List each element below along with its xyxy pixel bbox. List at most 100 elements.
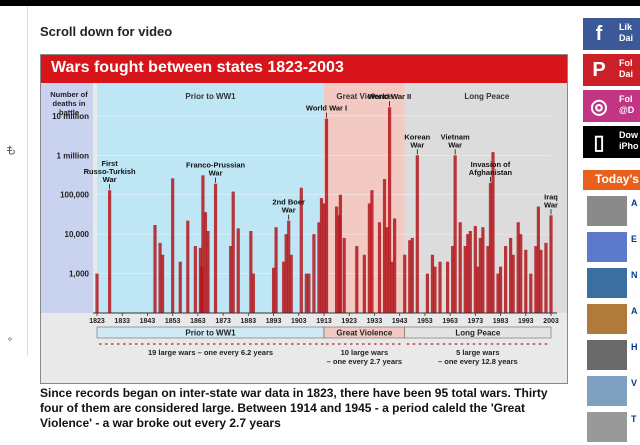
period-label: Prior to WW1 [185, 92, 236, 101]
story-headline-letter[interactable]: N [631, 270, 638, 280]
war-bar [496, 273, 500, 313]
war-bar [249, 231, 253, 313]
period-summary: – one every 12.8 years [438, 357, 518, 366]
war-bar [377, 222, 382, 313]
facebook-like-text: Lik Dai [619, 22, 634, 43]
x-tick-label: 1823 [89, 318, 105, 325]
x-tick-label: 1893 [266, 318, 282, 325]
article-figure[interactable]: Prior to WW1 Great Violence Long Peace Num… [40, 54, 568, 384]
war-bar [463, 245, 467, 313]
war-bar [403, 254, 407, 313]
x-tick-label: 1953 [417, 318, 433, 325]
x-tick-label: 1923 [341, 318, 357, 325]
story-headline-letter[interactable]: H [631, 342, 638, 352]
left-strip-glyph-2: 。 [8, 332, 18, 343]
story-thumbnail[interactable] [587, 232, 627, 262]
war-bar [324, 118, 329, 313]
war-bar [201, 175, 205, 313]
war-bar [473, 226, 477, 313]
war-bar [536, 206, 540, 313]
instagram-follow-button[interactable]: ◎ Fol @D [583, 90, 640, 122]
war-annotation: War [282, 206, 296, 215]
war-annotation: War [103, 175, 117, 184]
war-bar [509, 237, 513, 313]
story-headline-letter[interactable]: T [631, 414, 637, 424]
war-bar [287, 220, 291, 313]
war-bar [516, 222, 520, 313]
war-bar [451, 245, 455, 313]
chart-title: Wars fought between states 1823-2003 [51, 59, 344, 76]
war-bar [171, 178, 175, 313]
war-annotation: Afghanistan [469, 168, 513, 177]
war-annotation: Franco-Prussian [186, 161, 246, 170]
war-bar [206, 231, 210, 313]
war-bar [319, 198, 324, 313]
story-thumbnail[interactable] [587, 268, 627, 298]
war-bar [453, 155, 457, 313]
war-bar [362, 254, 366, 313]
war-bar [322, 203, 326, 313]
story-headline-letter[interactable]: V [631, 378, 638, 388]
war-annotation: War [410, 140, 424, 149]
war-bar [519, 234, 523, 313]
war-bar [433, 266, 437, 313]
war-bar [549, 215, 553, 313]
story-thumbnail[interactable] [587, 196, 627, 226]
wars-chart: Prior to WW1 Great Violence Long Peace Num… [41, 83, 567, 383]
period-bar-label: Prior to WW1 [185, 329, 236, 338]
x-tick-label: 2003 [543, 318, 559, 325]
x-tick-label: 1963 [442, 318, 458, 325]
instagram-follow-text: Fol @D [619, 94, 635, 115]
war-bar [511, 254, 515, 313]
war-bar [307, 273, 311, 313]
story-headline-letter[interactable]: E [631, 234, 638, 244]
war-bar [393, 218, 397, 313]
war-bar [203, 212, 208, 313]
war-bar [317, 222, 321, 313]
war-bar [504, 245, 508, 313]
war-bar [229, 245, 233, 313]
war-bar [193, 245, 197, 313]
y-tick-label: 10,000 [65, 230, 90, 239]
war-bar [539, 249, 543, 313]
war-annotation: Invasion of [471, 160, 511, 169]
x-tick-label: 1983 [493, 318, 509, 325]
story-headline-letter[interactable]: A [631, 198, 638, 208]
x-tick-label: 1943 [392, 318, 408, 325]
war-bar [491, 152, 495, 313]
iphone-app-button[interactable]: ▯ Dow iPho [583, 126, 640, 158]
story-thumbnail[interactable] [587, 340, 627, 370]
war-bar [430, 254, 435, 313]
instagram-icon: ◎ [590, 95, 608, 118]
story-thumbnail[interactable] [587, 304, 627, 334]
story-thumbnail[interactable] [587, 412, 627, 442]
war-annotation: Vietnam [441, 132, 470, 141]
pinterest-follow-button[interactable]: P Fol Dai [583, 54, 640, 86]
y-tick-label: 10 million [52, 112, 89, 121]
story-thumbnail[interactable] [587, 376, 627, 406]
war-bar [425, 273, 430, 313]
window-top-edge [0, 0, 640, 6]
war-annotation: First [101, 159, 118, 168]
war-bar [481, 227, 485, 313]
war-bar [236, 228, 240, 313]
period-summary: 5 large wars [456, 348, 499, 357]
war-bar [338, 194, 342, 313]
war-bar [438, 261, 442, 313]
story-headline-letter[interactable]: A [631, 306, 638, 316]
war-bar [251, 273, 255, 313]
war-bar [408, 240, 412, 313]
facebook-like-button[interactable]: f Lik Dai [583, 18, 640, 50]
period-bar-segment [404, 326, 552, 339]
war-annotation: Iraq [544, 192, 558, 201]
x-tick-label: 1993 [518, 318, 534, 325]
war-bar [367, 203, 371, 313]
war-bar [312, 234, 316, 313]
period-summary: – one every 2.7 years [327, 357, 402, 366]
war-bar [355, 245, 359, 313]
war-bar [370, 190, 374, 313]
war-bar [153, 225, 157, 313]
x-tick-label: 1933 [367, 318, 383, 325]
war-bar [178, 261, 182, 313]
